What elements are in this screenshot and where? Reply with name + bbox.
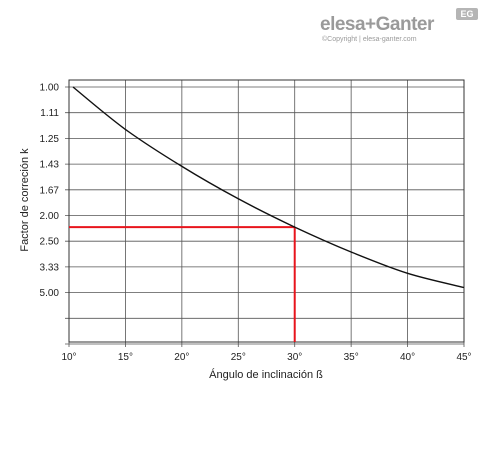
logo-copyright: ©Copyright | elesa-ganter.com [322,36,417,43]
y-tick-labels: 1.00 1.11 1.25 1.43 1.67 2.00 2.50 3.33 5.00 [40,83,60,300]
series-line-0 [72,86,465,289]
x-tick-label-1: 15° [118,352,133,363]
y-tick-label-7: 3.33 [40,262,60,273]
y-tick-label-0: 1.00 [40,83,60,94]
logo-brand-text: elesa+Ganter [320,14,434,35]
x-tick-label-7: 45° [456,352,471,363]
x-tick-label-3: 25° [231,352,246,363]
x-tick-label-2: 20° [174,352,189,363]
y-tick-label-6: 2.50 [40,237,60,248]
y-tick-label-4: 1.67 [40,185,60,196]
y-tick-label-3: 1.43 [40,160,60,171]
series-layer [72,86,465,289]
x-tick-label-5: 35° [344,352,359,363]
x-tick-labels: 10° 15° 20° 25° 30° 35° 40° 45° [61,352,471,363]
y-axis-label: Factor de correción k [19,148,31,252]
x-tick-label-0: 10° [61,352,76,363]
y-tick-label-8: 5.00 [40,288,60,299]
x-tick-label-6: 40° [400,352,415,363]
x-tick-label-4: 30° [287,352,302,363]
annotation-layer [69,226,296,342]
plot-frame [68,79,465,343]
y-tick-label-5: 2.00 [40,211,60,222]
grid-layer [65,80,465,347]
y-tick-label-2: 1.25 [40,134,60,145]
logo-badge: EG [456,8,478,20]
brand-logo: elesa+Ganter EG ©Copyright | elesa-gante… [320,8,480,48]
y-tick-label-1: 1.11 [40,108,59,119]
x-axis-label: Ángulo de inclinación ß [209,368,323,381]
